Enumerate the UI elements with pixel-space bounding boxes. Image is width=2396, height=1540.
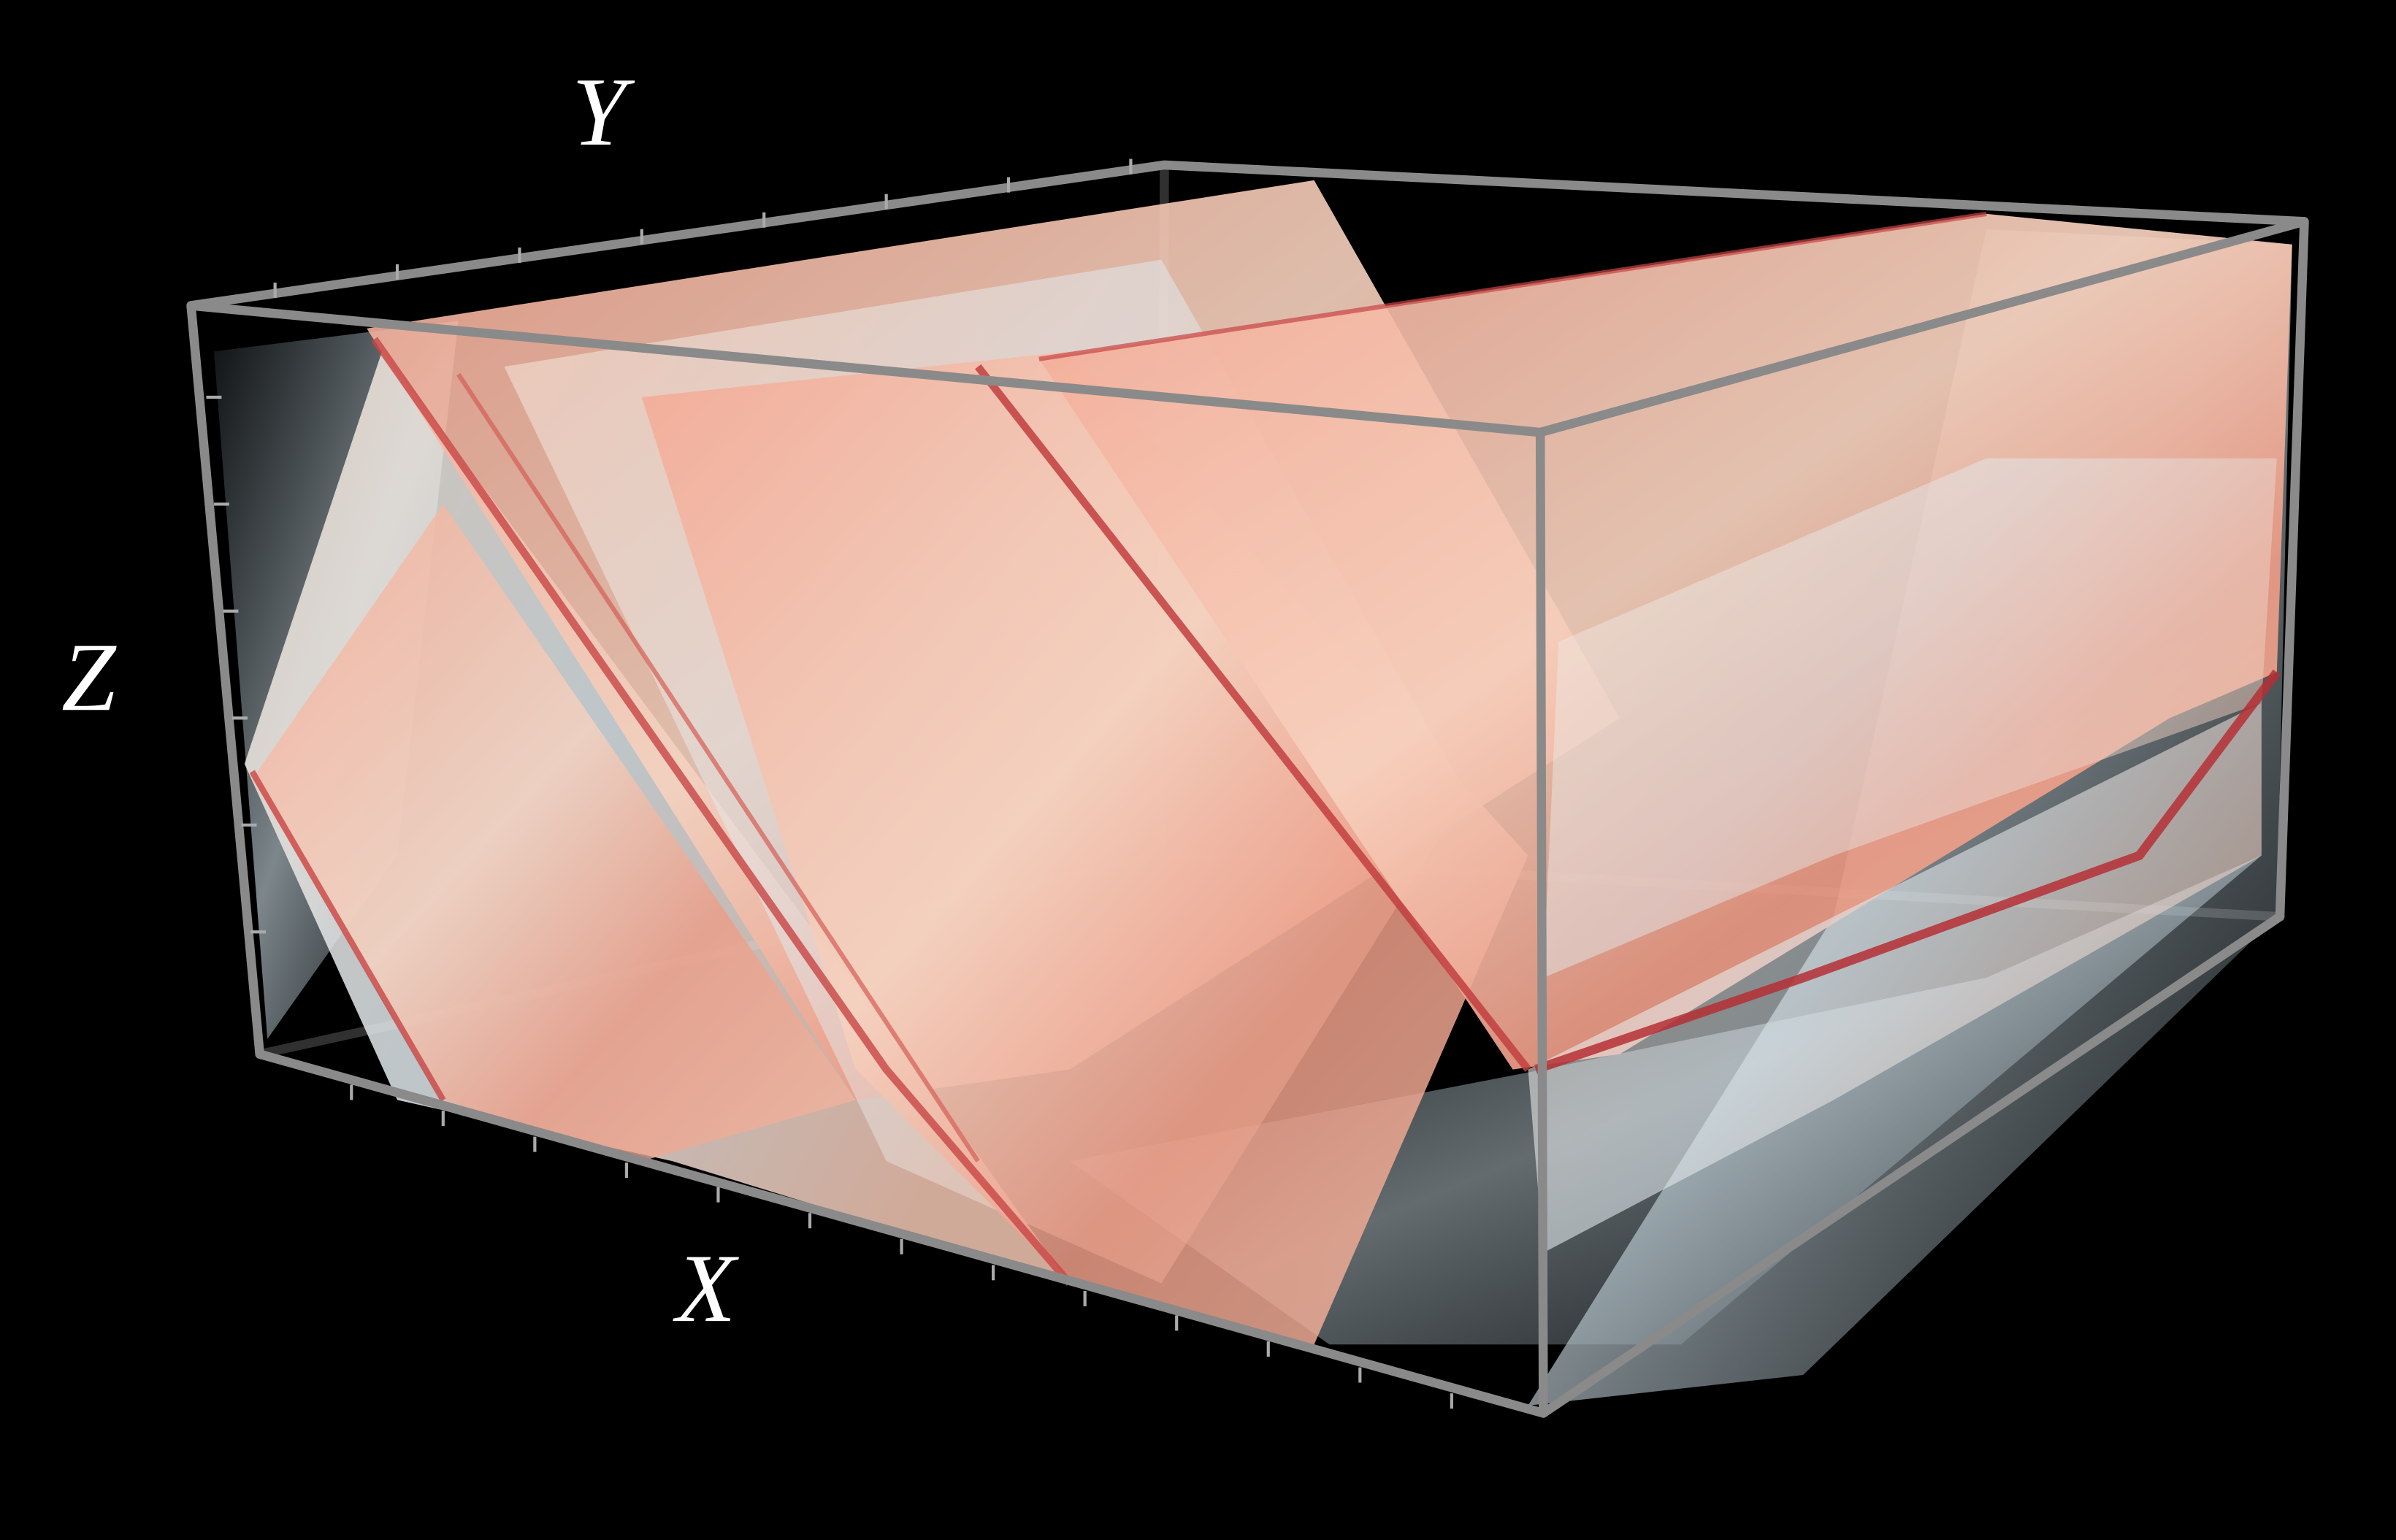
ridge [975, 364, 1531, 1072]
x-axis-label: X [673, 1234, 740, 1342]
z-axis-label: Z [61, 623, 117, 731]
box-edge [255, 1049, 1548, 1418]
box-edge [2275, 217, 2309, 922]
sheet [641, 351, 1528, 1345]
ridge [1534, 669, 2281, 1074]
box-edge [1535, 427, 1548, 1418]
sheet [1543, 458, 2277, 978]
ridge [249, 770, 446, 1102]
y-axis-label: Y [572, 58, 635, 166]
axis-ticks [206, 158, 1453, 1409]
ridge [1038, 211, 1987, 361]
sheet [252, 504, 856, 1162]
box-edge [186, 301, 264, 1059]
ridge [456, 372, 980, 1162]
sheet [1528, 702, 2262, 1253]
ridge [371, 337, 1073, 1286]
box-edge [1539, 912, 2285, 1418]
